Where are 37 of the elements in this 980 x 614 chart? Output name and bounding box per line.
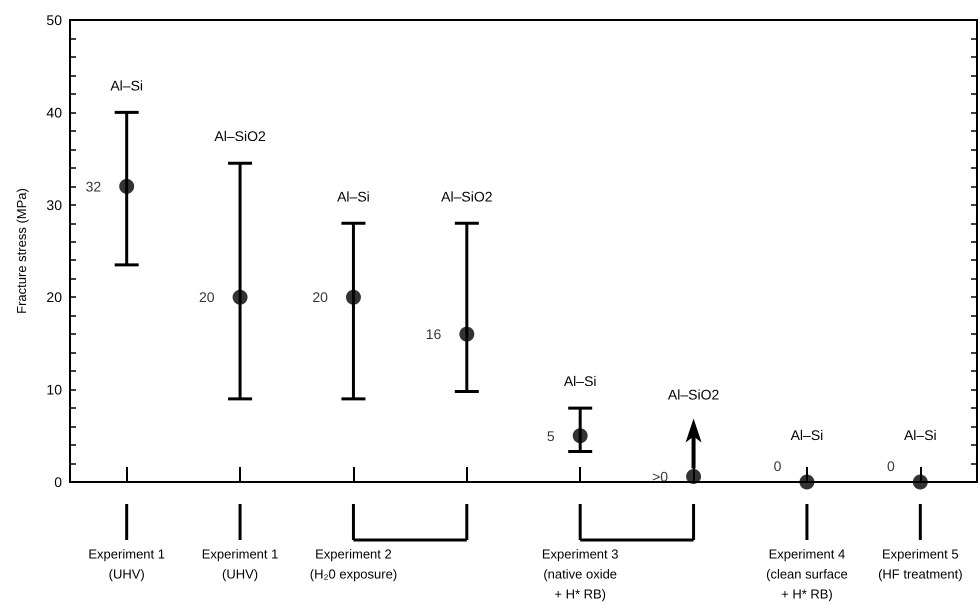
point <box>119 178 134 194</box>
data-label: 0 <box>774 458 782 474</box>
data-label: 16 <box>426 326 442 342</box>
data-label: 0 <box>887 458 896 474</box>
annotation: Al–Si <box>790 427 824 443</box>
annotation: Al–Si <box>904 427 937 443</box>
data-label: 5 <box>546 428 555 444</box>
annotation: Al–SiO2 <box>214 128 266 144</box>
point <box>459 326 474 342</box>
data-label: >0 <box>652 468 668 484</box>
data-label: 20 <box>312 289 328 306</box>
data-label: 32 <box>86 178 102 194</box>
annotation: Al–SiO2 <box>441 188 493 204</box>
point <box>346 290 361 305</box>
y-tick-label: 40 <box>46 104 62 120</box>
x-tick-label: Experiment 5 (HF treatment) <box>878 546 963 582</box>
data-label: 20 <box>198 289 215 306</box>
y-tick-label: 30 <box>46 196 62 213</box>
annotation: Al–SiO2 <box>668 386 720 402</box>
x-tick-label: Experiment 1 (UHV) <box>202 546 278 582</box>
y-tick-label: 20 <box>46 289 62 306</box>
point <box>686 468 702 484</box>
point <box>232 290 248 305</box>
point <box>572 428 588 444</box>
point <box>912 474 928 490</box>
annotation: Al–Si <box>337 188 370 204</box>
x-tick-label: Experiment 2 (H₂0 exposure) <box>310 546 398 582</box>
x-tick-label: Experiment 4 (clean surface + H* RB) <box>766 546 848 602</box>
y-tick-label: 50 <box>46 12 62 28</box>
y-tick-label: 0 <box>54 474 62 490</box>
annotation: Al–Si <box>110 77 144 94</box>
annotation: Al–Si <box>564 373 597 390</box>
y-tick-label: 10 <box>46 382 62 398</box>
x-tick-label: Experiment 1 (UHV) <box>88 546 165 582</box>
x-tick-label: Experiment 3 (native oxide + H* RB) <box>542 546 618 602</box>
y-axis-title: Fracture stress (MPa) <box>14 188 29 314</box>
point <box>799 474 814 490</box>
